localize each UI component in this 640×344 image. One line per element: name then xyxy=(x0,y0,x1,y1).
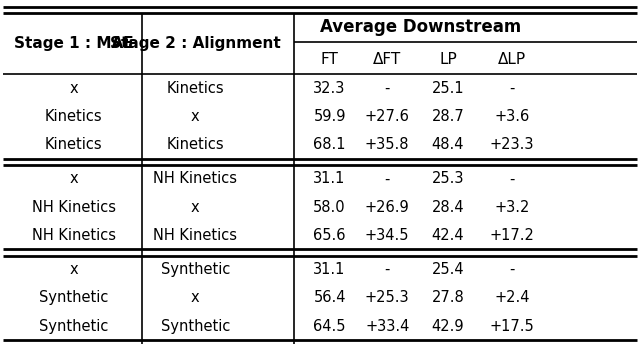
Text: Synthetic: Synthetic xyxy=(39,290,108,305)
Text: Synthetic: Synthetic xyxy=(39,319,108,334)
Text: Synthetic: Synthetic xyxy=(161,262,230,277)
Text: -: - xyxy=(385,262,390,277)
Text: 25.1: 25.1 xyxy=(432,80,464,96)
Text: -: - xyxy=(385,171,390,186)
Text: Stage 2 : Alignment: Stage 2 : Alignment xyxy=(110,36,280,51)
Text: 59.9: 59.9 xyxy=(314,109,346,124)
Text: 25.3: 25.3 xyxy=(432,171,464,186)
Text: Average Downstream: Average Downstream xyxy=(320,18,522,36)
Text: Stage 1 : MAE: Stage 1 : MAE xyxy=(14,36,133,51)
Text: 28.7: 28.7 xyxy=(431,109,465,124)
Text: -: - xyxy=(509,80,515,96)
Text: NH Kinetics: NH Kinetics xyxy=(31,200,116,215)
Text: x: x xyxy=(191,290,200,305)
Text: 25.4: 25.4 xyxy=(432,262,464,277)
Text: 56.4: 56.4 xyxy=(314,290,346,305)
Text: +34.5: +34.5 xyxy=(365,228,410,243)
Text: 58.0: 58.0 xyxy=(314,200,346,215)
Text: Kinetics: Kinetics xyxy=(45,109,102,124)
Text: 48.4: 48.4 xyxy=(432,137,464,152)
Text: ΔLP: ΔLP xyxy=(498,52,526,67)
Text: +3.2: +3.2 xyxy=(494,200,530,215)
Text: LP: LP xyxy=(439,52,457,67)
Text: Kinetics: Kinetics xyxy=(45,137,102,152)
Text: x: x xyxy=(69,80,78,96)
Text: NH Kinetics: NH Kinetics xyxy=(153,228,237,243)
Text: 28.4: 28.4 xyxy=(432,200,464,215)
Text: x: x xyxy=(191,109,200,124)
Text: x: x xyxy=(69,262,78,277)
Text: -: - xyxy=(385,80,390,96)
Text: -: - xyxy=(509,171,515,186)
Text: +27.6: +27.6 xyxy=(365,109,410,124)
Text: 27.8: 27.8 xyxy=(431,290,465,305)
Text: 32.3: 32.3 xyxy=(314,80,346,96)
Text: +17.2: +17.2 xyxy=(490,228,534,243)
Text: Kinetics: Kinetics xyxy=(166,137,224,152)
Text: 31.1: 31.1 xyxy=(314,262,346,277)
Text: FT: FT xyxy=(321,52,339,67)
Text: +33.4: +33.4 xyxy=(365,319,410,334)
Text: +23.3: +23.3 xyxy=(490,137,534,152)
Text: +26.9: +26.9 xyxy=(365,200,410,215)
Text: Kinetics: Kinetics xyxy=(166,80,224,96)
Text: Synthetic: Synthetic xyxy=(161,319,230,334)
Text: NH Kinetics: NH Kinetics xyxy=(153,171,237,186)
Text: +3.6: +3.6 xyxy=(494,109,530,124)
Text: +17.5: +17.5 xyxy=(490,319,534,334)
Text: NH Kinetics: NH Kinetics xyxy=(31,228,116,243)
Text: 65.6: 65.6 xyxy=(314,228,346,243)
Text: 31.1: 31.1 xyxy=(314,171,346,186)
Text: x: x xyxy=(191,200,200,215)
Text: +35.8: +35.8 xyxy=(365,137,410,152)
Text: +25.3: +25.3 xyxy=(365,290,410,305)
Text: +2.4: +2.4 xyxy=(494,290,530,305)
Text: ΔFT: ΔFT xyxy=(373,52,401,67)
Text: 42.4: 42.4 xyxy=(432,228,464,243)
Text: -: - xyxy=(509,262,515,277)
Text: x: x xyxy=(69,171,78,186)
Text: 64.5: 64.5 xyxy=(314,319,346,334)
Text: 42.9: 42.9 xyxy=(432,319,464,334)
Text: 68.1: 68.1 xyxy=(314,137,346,152)
